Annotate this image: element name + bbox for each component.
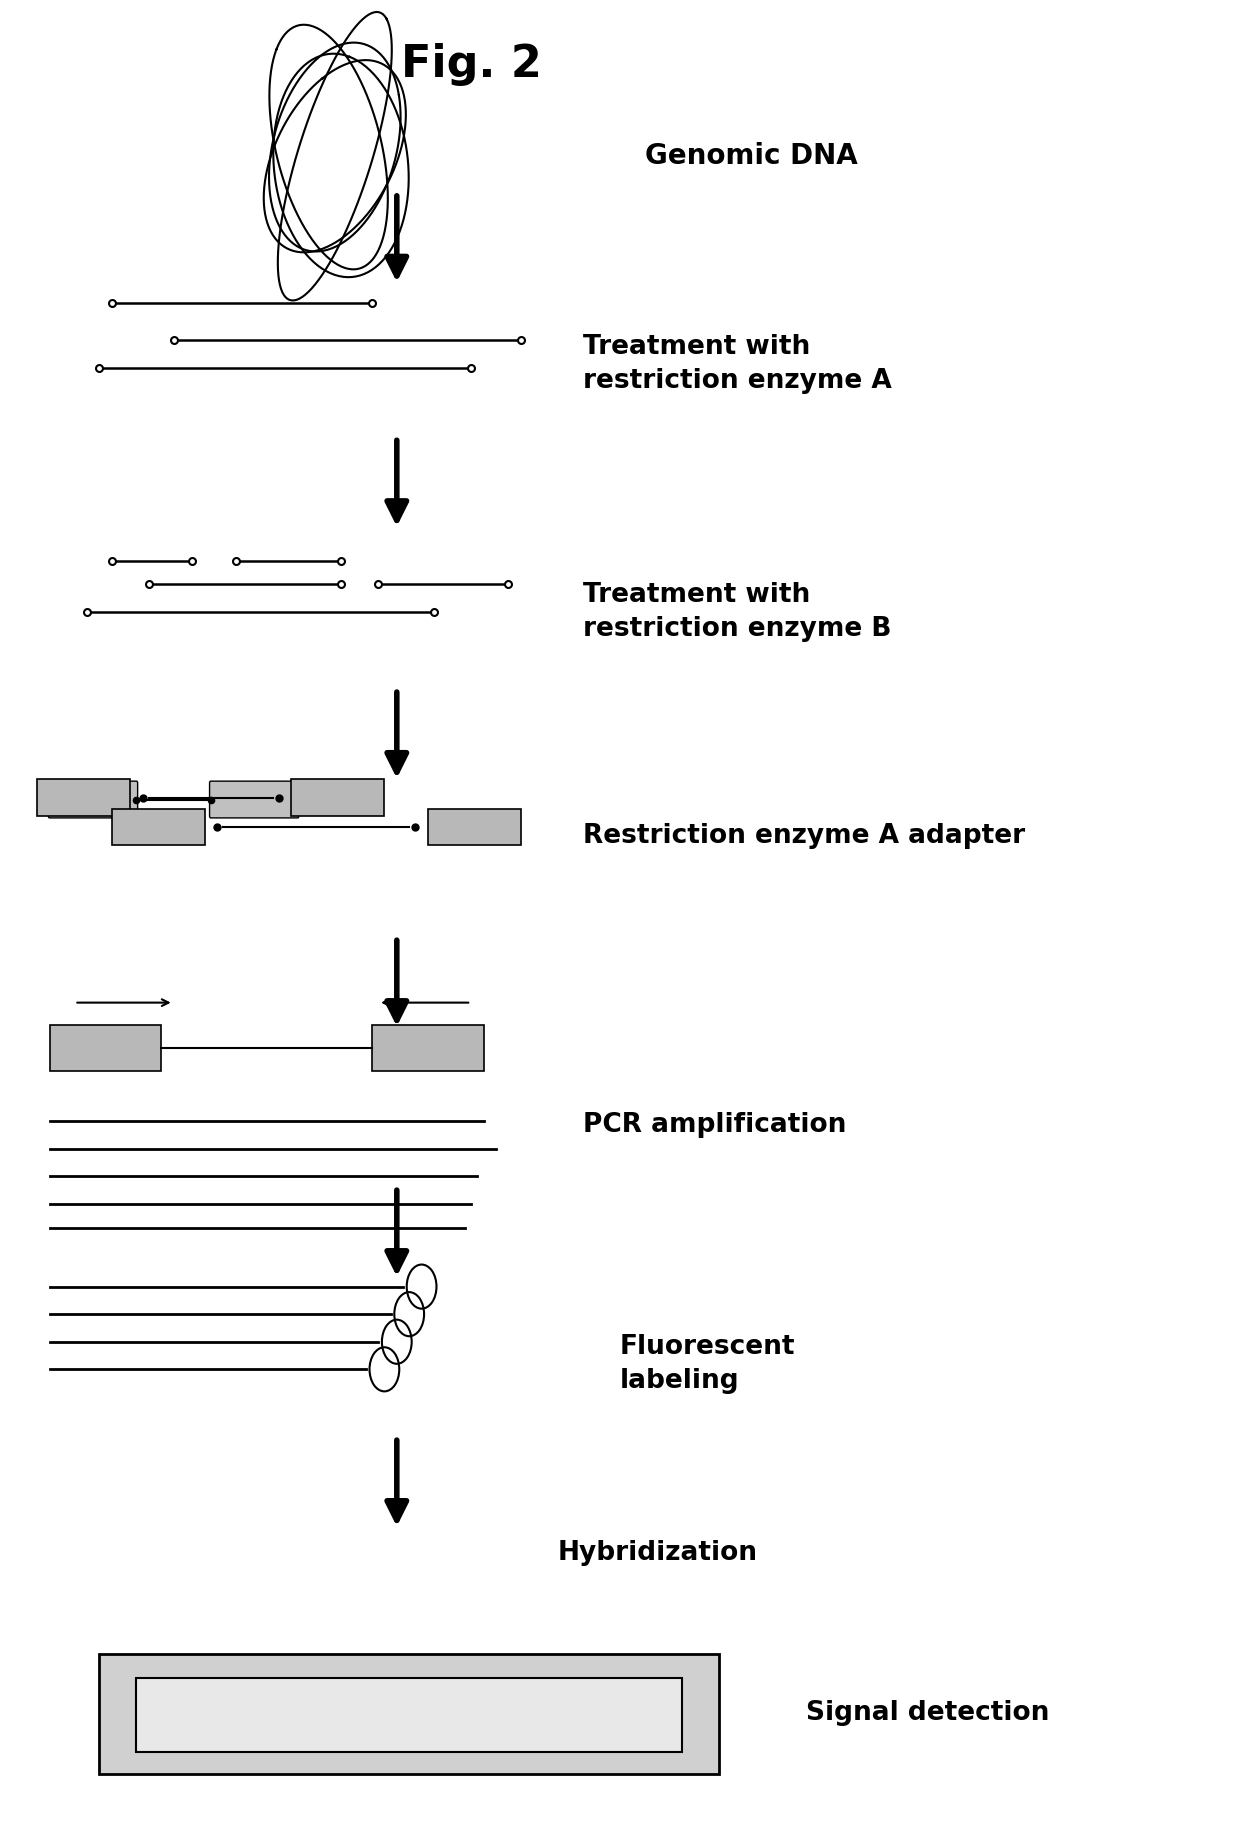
FancyBboxPatch shape (372, 1024, 484, 1070)
FancyBboxPatch shape (37, 779, 130, 816)
Text: Fig. 2: Fig. 2 (401, 42, 542, 86)
FancyBboxPatch shape (50, 1024, 161, 1070)
Text: Hybridization: Hybridization (558, 1540, 758, 1566)
Text: Treatment with
restriction enzyme B: Treatment with restriction enzyme B (583, 583, 892, 641)
Text: Genomic DNA: Genomic DNA (645, 142, 858, 171)
FancyBboxPatch shape (112, 809, 205, 845)
Text: PCR amplification: PCR amplification (583, 1112, 846, 1138)
FancyBboxPatch shape (428, 809, 521, 845)
Text: Signal detection: Signal detection (806, 1700, 1049, 1726)
Text: Treatment with
restriction enzyme A: Treatment with restriction enzyme A (583, 335, 892, 393)
FancyBboxPatch shape (210, 781, 299, 818)
FancyBboxPatch shape (136, 1678, 682, 1752)
FancyBboxPatch shape (291, 779, 384, 816)
FancyBboxPatch shape (99, 1654, 719, 1774)
FancyBboxPatch shape (48, 781, 138, 818)
Text: Restriction enzyme A adapter: Restriction enzyme A adapter (583, 823, 1025, 849)
Text: Fluorescent
labeling: Fluorescent labeling (620, 1334, 796, 1393)
